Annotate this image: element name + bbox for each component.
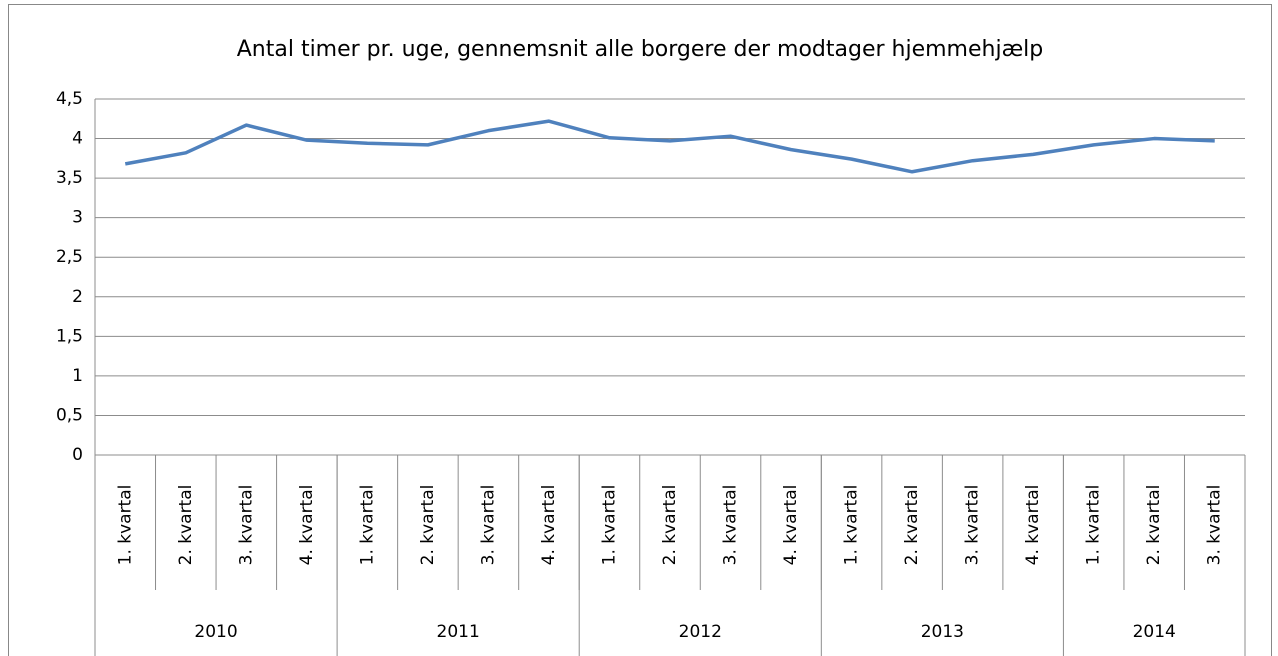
y-tick-label: 4	[72, 129, 83, 149]
y-tick-label: 1	[72, 366, 83, 386]
x-tick-label: 2. kvartal	[660, 485, 680, 566]
chart-title: Antal timer pr. uge, gennemsnit alle bor…	[237, 37, 1044, 62]
x-tick-label: 3. kvartal	[236, 485, 256, 566]
y-tick-label: 3,5	[56, 168, 83, 188]
x-tick-label: 1. kvartal	[357, 485, 377, 566]
y-tick-label: 0,5	[56, 405, 83, 425]
y-tick-label: 4,5	[56, 89, 83, 109]
y-tick-label: 3	[72, 208, 83, 228]
data-line	[124, 119, 1215, 174]
group-label: 2011	[437, 622, 480, 642]
x-tick-label: 4. kvartal	[1023, 485, 1043, 566]
x-tick-label: 2. kvartal	[418, 485, 438, 566]
y-tick-label: 1,5	[56, 326, 83, 346]
x-tick-label: 1. kvartal	[599, 485, 619, 566]
y-tick-label: 0	[72, 445, 83, 465]
x-tick-label: 3. kvartal	[478, 485, 498, 566]
x-tick-label: 4. kvartal	[297, 485, 317, 566]
y-tick-label: 2,5	[56, 247, 83, 267]
x-tick-label: 2. kvartal	[1144, 485, 1164, 566]
x-tick-label: 1. kvartal	[842, 485, 862, 566]
group-label: 2014	[1133, 622, 1176, 642]
y-tick-label: 2	[72, 287, 83, 307]
x-tick-label: 1. kvartal	[1084, 485, 1104, 566]
group-label: 2010	[194, 622, 237, 642]
x-tick-label: 1. kvartal	[115, 485, 135, 566]
x-tick-label: 3. kvartal	[1205, 485, 1225, 566]
x-tick-label: 3. kvartal	[721, 485, 741, 566]
x-tick-label: 4. kvartal	[781, 485, 801, 566]
x-tick-label: 3. kvartal	[963, 485, 983, 566]
group-label: 2013	[921, 622, 964, 642]
x-tick-label: 2. kvartal	[176, 485, 196, 566]
x-tick-label: 4. kvartal	[539, 485, 559, 566]
x-tick-label: 2. kvartal	[902, 485, 922, 566]
group-label: 2012	[679, 622, 722, 642]
